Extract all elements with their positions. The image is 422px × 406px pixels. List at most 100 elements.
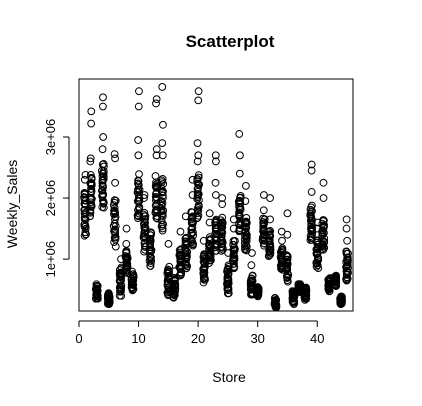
data-point bbox=[302, 284, 311, 293]
data-point bbox=[86, 206, 95, 215]
data-point bbox=[128, 267, 137, 276]
y-tick-label: 2e+06 bbox=[43, 180, 58, 217]
data-point bbox=[86, 212, 95, 220]
data-point-outlier bbox=[218, 194, 227, 202]
data-point bbox=[152, 183, 161, 192]
data-point bbox=[194, 204, 202, 212]
x-tick-label: 40 bbox=[310, 331, 324, 346]
data-point-outlier bbox=[278, 236, 286, 245]
data-point-outlier bbox=[307, 166, 316, 175]
data-point bbox=[86, 171, 95, 179]
data-point bbox=[218, 222, 227, 231]
data-point bbox=[140, 208, 149, 217]
data-point bbox=[312, 262, 321, 271]
data-point bbox=[224, 271, 232, 279]
data-point bbox=[217, 232, 226, 241]
data-point bbox=[81, 224, 90, 233]
data-point bbox=[158, 220, 166, 229]
data-point bbox=[193, 184, 202, 193]
data-point bbox=[217, 240, 226, 249]
data-point bbox=[230, 237, 239, 245]
data-point bbox=[282, 261, 291, 270]
data-point bbox=[194, 171, 203, 179]
data-point bbox=[177, 261, 186, 270]
data-point bbox=[307, 224, 316, 233]
data-point bbox=[283, 256, 291, 265]
data-point bbox=[236, 199, 245, 208]
data-point bbox=[218, 218, 227, 227]
data-point bbox=[218, 213, 227, 222]
data-point bbox=[314, 254, 323, 263]
data-point bbox=[87, 203, 95, 211]
data-point bbox=[193, 175, 202, 184]
data-point bbox=[104, 289, 113, 298]
data-point bbox=[242, 217, 251, 226]
data-point bbox=[236, 191, 245, 200]
data-point bbox=[200, 268, 209, 277]
data-point-outlier bbox=[342, 215, 351, 224]
data-point bbox=[157, 207, 166, 216]
data-point bbox=[111, 225, 120, 234]
data-point bbox=[121, 252, 130, 260]
data-point bbox=[146, 262, 155, 270]
data-point bbox=[343, 253, 352, 262]
data-point-outlier bbox=[86, 157, 95, 166]
data-point bbox=[223, 284, 232, 293]
data-point bbox=[164, 266, 173, 275]
data-point bbox=[158, 188, 166, 197]
data-point bbox=[81, 230, 90, 239]
y-axis-label: Weekly_Sales bbox=[4, 160, 20, 248]
data-point bbox=[200, 263, 209, 272]
data-point-outlier bbox=[266, 194, 274, 202]
data-point-outlier bbox=[247, 261, 256, 270]
data-point-outlier bbox=[307, 160, 316, 169]
data-point bbox=[218, 236, 227, 245]
data-point bbox=[146, 259, 155, 267]
x-tick-label: 20 bbox=[191, 331, 205, 346]
y-tick-label: 3e+06 bbox=[43, 119, 58, 156]
data-point bbox=[111, 242, 120, 251]
data-point-outlier bbox=[111, 178, 119, 187]
data-point bbox=[252, 283, 261, 292]
data-point bbox=[283, 272, 292, 281]
data-point bbox=[278, 244, 287, 253]
data-point-outlier bbox=[211, 191, 220, 199]
data-point bbox=[230, 246, 239, 255]
data-point bbox=[193, 193, 202, 202]
chart-title: Scatterplot bbox=[186, 32, 275, 51]
data-point bbox=[307, 213, 316, 222]
x-tick-label: 10 bbox=[131, 331, 145, 346]
data-point bbox=[320, 216, 328, 225]
data-point-outlier bbox=[342, 224, 351, 233]
data-point bbox=[265, 227, 274, 236]
data-point bbox=[158, 175, 167, 183]
data-point bbox=[236, 196, 244, 205]
data-point bbox=[200, 274, 209, 283]
data-point bbox=[158, 224, 167, 233]
data-point-outlier bbox=[86, 154, 95, 163]
data-point-outlier bbox=[235, 130, 244, 138]
data-point-outlier bbox=[266, 215, 274, 224]
data-point bbox=[193, 188, 202, 196]
data-point-outlier bbox=[152, 95, 161, 104]
data-point-outlier bbox=[176, 227, 185, 236]
data-point bbox=[241, 223, 249, 232]
data-point bbox=[260, 215, 269, 224]
data-point bbox=[99, 159, 108, 168]
data-point-outlier bbox=[98, 145, 107, 154]
data-point-outlier bbox=[218, 200, 227, 209]
data-point bbox=[229, 240, 238, 249]
data-point bbox=[260, 219, 269, 228]
data-point bbox=[266, 240, 275, 249]
x-tick-label: 0 bbox=[75, 331, 82, 346]
data-point-outlier bbox=[283, 230, 292, 239]
data-point bbox=[151, 172, 160, 180]
data-point bbox=[86, 179, 95, 188]
data-point-outlier bbox=[158, 151, 167, 160]
data-point-outlier bbox=[99, 133, 108, 141]
data-point bbox=[332, 271, 341, 280]
data-point-outlier bbox=[134, 151, 143, 160]
data-point-outlier bbox=[152, 145, 161, 154]
data-point bbox=[266, 227, 275, 235]
